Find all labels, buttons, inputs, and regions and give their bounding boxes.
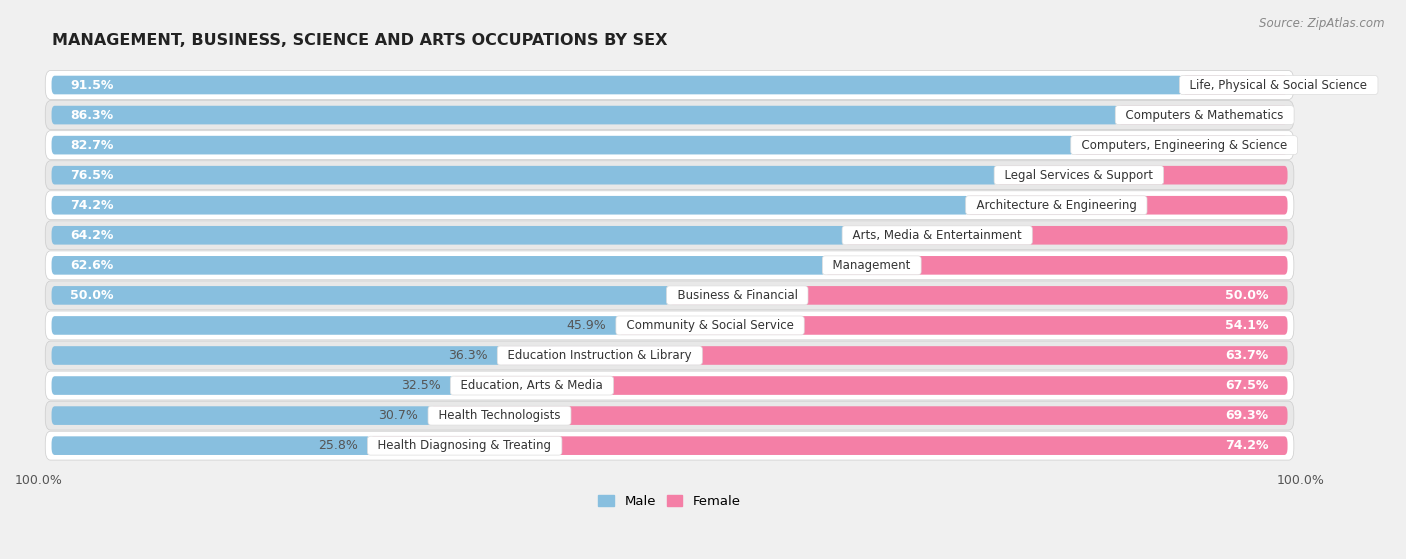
FancyBboxPatch shape [845,226,1288,245]
Text: 8.5%: 8.5% [1195,78,1227,92]
FancyBboxPatch shape [45,371,1294,400]
Text: Legal Services & Support: Legal Services & Support [997,169,1160,182]
FancyBboxPatch shape [52,316,619,335]
FancyBboxPatch shape [45,70,1294,100]
FancyBboxPatch shape [52,286,669,305]
Text: 69.3%: 69.3% [1226,409,1268,422]
FancyBboxPatch shape [45,341,1294,370]
Text: 50.0%: 50.0% [70,289,114,302]
Text: 76.5%: 76.5% [70,169,114,182]
FancyBboxPatch shape [52,166,997,184]
Text: 74.2%: 74.2% [1225,439,1268,452]
FancyBboxPatch shape [52,226,845,245]
FancyBboxPatch shape [45,191,1294,220]
FancyBboxPatch shape [45,311,1294,340]
Text: Source: ZipAtlas.com: Source: ZipAtlas.com [1260,17,1385,30]
Text: Health Diagnosing & Treating: Health Diagnosing & Treating [370,439,560,452]
Text: 37.4%: 37.4% [838,259,877,272]
Text: 91.5%: 91.5% [70,78,114,92]
FancyBboxPatch shape [432,406,1288,425]
Text: 86.3%: 86.3% [70,108,114,121]
FancyBboxPatch shape [52,75,1182,94]
FancyBboxPatch shape [52,136,1074,154]
FancyBboxPatch shape [45,101,1294,130]
FancyBboxPatch shape [501,346,1288,365]
FancyBboxPatch shape [669,286,1288,305]
Text: 35.8%: 35.8% [858,229,897,242]
Text: Education Instruction & Library: Education Instruction & Library [501,349,699,362]
Text: Business & Financial: Business & Financial [669,289,806,302]
FancyBboxPatch shape [997,166,1288,184]
Text: Computers, Engineering & Science: Computers, Engineering & Science [1074,139,1295,151]
FancyBboxPatch shape [1118,106,1288,125]
FancyBboxPatch shape [45,431,1294,460]
Text: MANAGEMENT, BUSINESS, SCIENCE AND ARTS OCCUPATIONS BY SEX: MANAGEMENT, BUSINESS, SCIENCE AND ARTS O… [52,33,666,48]
FancyBboxPatch shape [45,281,1294,310]
Text: Community & Social Service: Community & Social Service [619,319,801,332]
Text: 25.9%: 25.9% [981,199,1021,212]
Text: 13.7%: 13.7% [1130,108,1171,121]
Text: Architecture & Engineering: Architecture & Engineering [969,199,1144,212]
Legend: Male, Female: Male, Female [595,491,745,513]
Text: 82.7%: 82.7% [70,139,114,151]
FancyBboxPatch shape [45,221,1294,250]
Text: Life, Physical & Social Science: Life, Physical & Social Science [1182,78,1375,92]
FancyBboxPatch shape [45,251,1294,280]
Text: Management: Management [825,259,918,272]
FancyBboxPatch shape [825,256,1288,274]
Text: 30.7%: 30.7% [378,409,419,422]
Text: 63.7%: 63.7% [1226,349,1268,362]
Text: Arts, Media & Entertainment: Arts, Media & Entertainment [845,229,1029,242]
Text: 64.2%: 64.2% [70,229,114,242]
FancyBboxPatch shape [45,131,1294,159]
Text: 17.3%: 17.3% [1087,139,1126,151]
FancyBboxPatch shape [52,437,370,455]
Text: 36.3%: 36.3% [449,349,488,362]
Text: 67.5%: 67.5% [1225,379,1268,392]
FancyBboxPatch shape [52,346,501,365]
FancyBboxPatch shape [45,161,1294,190]
Text: 25.8%: 25.8% [318,439,357,452]
FancyBboxPatch shape [619,316,1288,335]
Text: Education, Arts & Media: Education, Arts & Media [453,379,610,392]
FancyBboxPatch shape [52,406,432,425]
FancyBboxPatch shape [967,196,1288,215]
FancyBboxPatch shape [52,106,1118,125]
FancyBboxPatch shape [52,376,453,395]
FancyBboxPatch shape [453,376,1288,395]
Text: 54.1%: 54.1% [1225,319,1268,332]
Text: Computers & Mathematics: Computers & Mathematics [1118,108,1291,121]
FancyBboxPatch shape [45,401,1294,430]
Text: 32.5%: 32.5% [401,379,440,392]
FancyBboxPatch shape [1182,75,1288,94]
FancyBboxPatch shape [52,256,825,274]
Text: 74.2%: 74.2% [70,199,114,212]
FancyBboxPatch shape [1074,136,1288,154]
Text: 45.9%: 45.9% [567,319,606,332]
Text: 50.0%: 50.0% [1225,289,1268,302]
FancyBboxPatch shape [370,437,1288,455]
Text: 23.5%: 23.5% [1010,169,1049,182]
FancyBboxPatch shape [52,196,969,215]
Text: 62.6%: 62.6% [70,259,114,272]
Text: Health Technologists: Health Technologists [432,409,568,422]
